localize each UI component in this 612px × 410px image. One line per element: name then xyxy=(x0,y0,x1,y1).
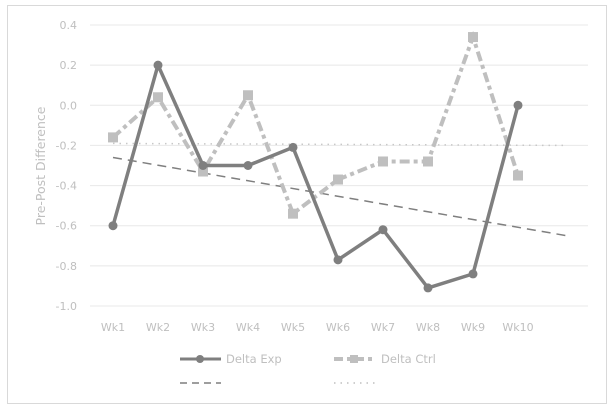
x-tick-label: Wk2 xyxy=(146,321,170,334)
legend-item-delta-exp: Delta Exp xyxy=(180,352,282,366)
x-tick-label: Wk9 xyxy=(461,321,485,334)
circle-marker-icon xyxy=(468,269,478,279)
series-line xyxy=(111,30,520,217)
legend-label-delta-ctrl: Delta Ctrl xyxy=(381,352,436,366)
circle-marker-icon xyxy=(196,355,204,363)
x-tick-label: Wk1 xyxy=(101,321,125,334)
circle-marker-icon xyxy=(108,221,118,231)
circle-marker-icon xyxy=(333,255,343,265)
square-marker-icon xyxy=(288,208,298,219)
legend: Delta Exp Delta Ctrl xyxy=(180,352,436,384)
circle-marker-icon xyxy=(423,283,433,293)
square-marker-icon xyxy=(333,174,343,185)
trendline-ctrl xyxy=(112,142,568,147)
series-delta-exp xyxy=(108,60,523,293)
circle-marker-icon xyxy=(243,161,253,170)
x-tick-label: Wk3 xyxy=(191,321,215,334)
square-marker-icon xyxy=(378,156,388,167)
y-tick-label: 0.0 xyxy=(60,99,78,112)
circle-marker-icon xyxy=(513,100,523,110)
circle-marker-icon xyxy=(198,161,208,170)
y-axis-title: Pre-Post Difference xyxy=(33,106,48,225)
x-tick-label: Wk8 xyxy=(416,321,440,334)
trendline-dotted xyxy=(112,142,568,147)
y-tick-label: 0.4 xyxy=(60,19,78,32)
square-marker-icon xyxy=(513,170,523,181)
y-tick-label: 0.2 xyxy=(60,59,78,72)
circle-marker-icon xyxy=(288,142,298,152)
circle-marker-icon xyxy=(378,225,388,235)
y-tick-label: -0.8 xyxy=(56,260,77,273)
square-marker-icon xyxy=(153,92,163,103)
trendline-exp xyxy=(112,156,568,237)
x-tick-label: Wk7 xyxy=(371,321,395,334)
square-marker-icon xyxy=(468,32,478,43)
x-tick-label: Wk5 xyxy=(281,321,305,334)
legend-item-delta-ctrl: Delta Ctrl xyxy=(334,352,436,366)
square-marker-icon xyxy=(350,355,358,363)
y-tick-label: -1.0 xyxy=(56,300,77,313)
x-axis-ticks: Wk1 Wk2 Wk3 Wk4 Wk5 Wk6 Wk7 Wk8 Wk9 Wk10 xyxy=(101,321,534,334)
y-tick-label: -0.2 xyxy=(56,139,77,152)
square-marker-icon xyxy=(243,90,253,101)
x-tick-label: Wk4 xyxy=(236,321,260,334)
circle-marker-icon xyxy=(153,60,163,70)
y-tick-label: -0.6 xyxy=(56,220,77,233)
series-line xyxy=(111,63,520,290)
x-tick-label: Wk10 xyxy=(502,321,533,334)
square-marker-icon xyxy=(423,156,433,167)
y-tick-label: -0.4 xyxy=(56,180,77,193)
x-tick-label: Wk6 xyxy=(326,321,350,334)
y-axis-ticks: 0.4 0.2 0.0 -0.2 -0.4 -0.6 -0.8 -1.0 xyxy=(56,19,77,313)
legend-label-delta-exp: Delta Exp xyxy=(226,352,282,366)
square-marker-icon xyxy=(198,166,208,177)
trendline-dashed xyxy=(112,156,568,237)
square-marker-icon xyxy=(108,132,118,143)
series-delta-ctrl xyxy=(108,30,523,219)
